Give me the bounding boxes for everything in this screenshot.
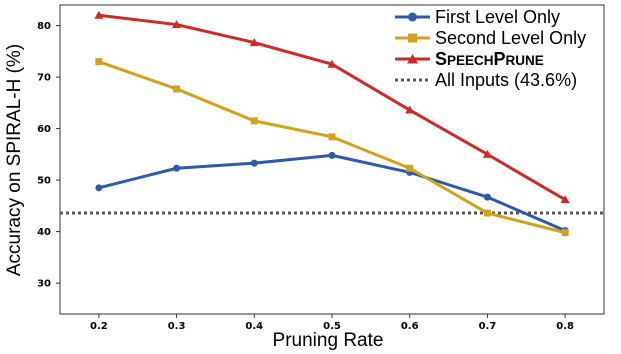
data-point-second-level-only — [173, 85, 181, 93]
legend-label-first-level: First Level Only — [435, 7, 560, 27]
data-point-speechprune — [482, 149, 492, 158]
x-tick-label: 0.8 — [556, 321, 574, 332]
x-axis: 0.2 0.3 0.4 0.5 0.6 0.7 0.8 — [90, 314, 574, 332]
y-tick-label: 80 — [37, 21, 51, 32]
data-point-first-level-only — [173, 164, 181, 172]
plot-frame — [59, 4, 605, 315]
data-point-second-level-only — [328, 133, 336, 141]
data-point-first-level-only — [95, 184, 103, 192]
data-point-second-level-only — [250, 117, 258, 125]
x-tick-label: 0.4 — [245, 321, 263, 332]
y-tick-label: 40 — [37, 227, 51, 238]
y-axis-title: Accuracy on SPIRAL-H (%) — [4, 44, 25, 276]
legend-marker-speechprune — [407, 54, 418, 64]
legend-label-all-inputs: All Inputs (43.6%) — [435, 70, 577, 90]
x-tick-label: 0.3 — [168, 321, 186, 332]
legend-label-second-level: Second Level Only — [435, 28, 586, 48]
data-point-first-level-only — [483, 193, 491, 201]
data-point-second-level-only — [561, 229, 569, 237]
x-axis-title: Pruning Rate — [273, 330, 384, 351]
legend-marker-first-level — [408, 12, 417, 22]
data-point-speechprune — [172, 20, 182, 29]
data-point-second-level-only — [95, 58, 103, 66]
data-point-speechprune — [560, 195, 570, 204]
data-point-first-level-only — [328, 151, 336, 159]
y-axis: 30 40 50 60 70 80 — [37, 21, 60, 290]
series-line-first-level-only — [98, 153, 566, 232]
data-point-speechprune — [94, 10, 104, 19]
x-tick-label: 0.5 — [323, 321, 341, 332]
x-tick-label: 0.2 — [90, 321, 108, 332]
data-point-second-level-only — [483, 209, 491, 217]
legend-marker-second-level — [408, 33, 417, 43]
y-tick-label: 30 — [37, 279, 51, 290]
legend: First Level Only Second Level Only SPEEC… — [395, 7, 586, 90]
data-point-speechprune — [249, 38, 259, 47]
data-point-first-level-only — [250, 159, 258, 167]
y-tick-label: 60 — [37, 124, 51, 135]
legend-label-speechprune: SPEECHPRUNE — [435, 49, 544, 69]
y-tick-label: 50 — [37, 176, 51, 187]
data-point-speechprune — [327, 59, 337, 68]
data-point-second-level-only — [406, 164, 414, 172]
x-tick-label: 0.6 — [401, 321, 419, 332]
series-group — [94, 10, 570, 237]
x-tick-label: 0.7 — [479, 321, 497, 332]
data-point-speechprune — [405, 105, 415, 114]
y-tick-label: 70 — [37, 73, 51, 84]
